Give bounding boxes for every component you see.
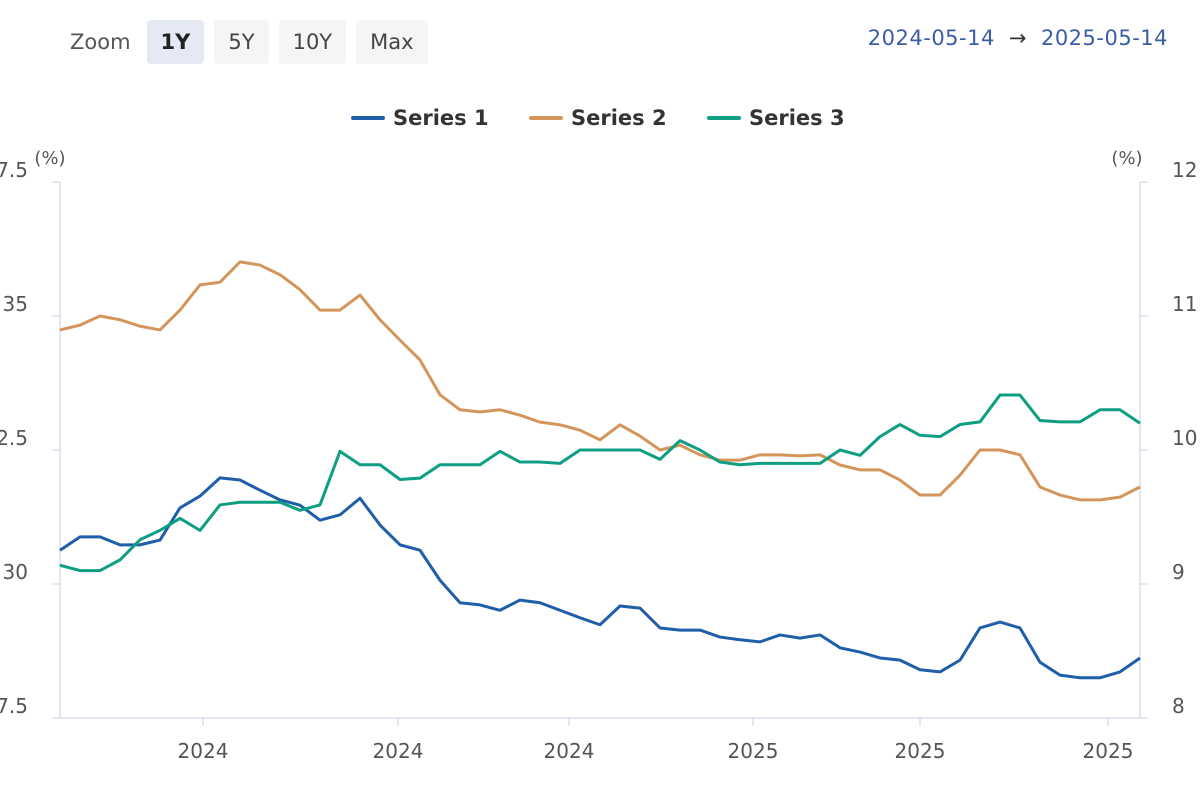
x-tick-label: 2024 [178,739,229,763]
y2-tick-label: 8 [1172,694,1185,718]
legend: Series 1 Series 2 Series 3 [351,106,845,130]
y-tick-label: 32.5 [0,426,28,450]
y2-tick-label: 12 [1172,158,1197,182]
series-line [59,260,1141,502]
x-tick-label: 2024 [373,739,424,763]
x-tick-label: 2025 [1083,739,1134,763]
series-line [59,393,1141,573]
y-tick-label: 27.5 [0,694,28,718]
y2-tick-label: 11 [1172,292,1197,316]
range-end: 2025-05-14 [1040,26,1168,50]
zoom-button[interactable]: Max [356,20,428,64]
y2-unit-label: (%) [1111,148,1142,169]
y-unit-label: (%) [34,148,65,169]
zoom-button[interactable]: 5Y [214,20,269,64]
zoom-button[interactable]: 1Y [146,20,205,64]
y-tick-label: 30 [3,560,28,584]
zoom-toolbar: Zoom 1Y 5Y 10Y Max [70,20,428,64]
y-tick-label: 35 [3,292,28,316]
zoom-label: Zoom [70,30,131,54]
x-tick-label: 2024 [544,739,595,763]
zoom-button[interactable]: 10Y [278,20,347,64]
range-arrow: → [1008,26,1027,50]
legend-label: Series 2 [571,106,667,130]
y2-tick-label: 10 [1172,426,1197,450]
y2-tick-label: 9 [1172,560,1185,584]
range-start: 2024-05-14 [867,26,995,50]
series-line [59,476,1141,680]
legend-label: Series 3 [749,106,845,130]
y-tick-label: 37.5 [0,158,28,182]
legend-label: Series 1 [393,106,489,130]
date-range: 2024-05-14 → 2025-05-14 [868,26,1168,50]
x-tick-label: 2025 [728,739,779,763]
x-tick-label: 2025 [895,739,946,763]
